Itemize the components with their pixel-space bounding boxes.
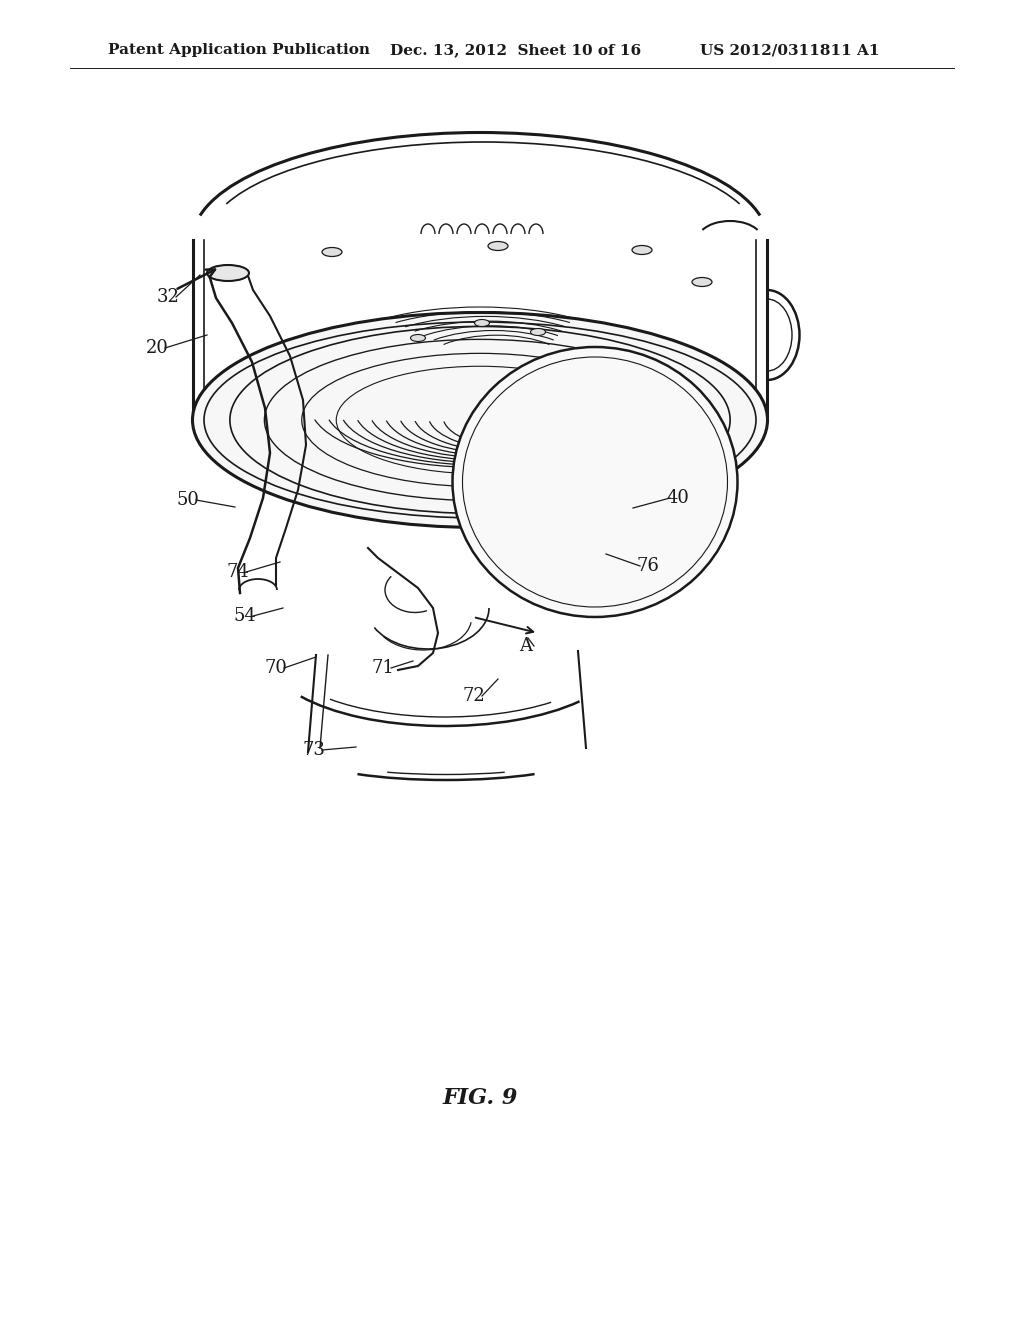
Ellipse shape (207, 265, 249, 281)
Text: 76: 76 (637, 557, 659, 576)
Text: 70: 70 (264, 659, 288, 677)
Ellipse shape (474, 319, 489, 326)
Text: 72: 72 (463, 686, 485, 705)
Ellipse shape (411, 334, 426, 342)
Text: 50: 50 (176, 491, 200, 510)
Text: 32: 32 (157, 288, 179, 306)
Text: 40: 40 (667, 488, 689, 507)
Text: FIG. 9: FIG. 9 (442, 1086, 518, 1109)
Ellipse shape (488, 242, 508, 251)
Text: 20: 20 (145, 339, 168, 356)
Ellipse shape (632, 246, 652, 255)
Text: 54: 54 (233, 607, 256, 624)
Text: 73: 73 (302, 741, 326, 759)
Ellipse shape (322, 248, 342, 256)
Ellipse shape (193, 313, 768, 528)
Text: A: A (519, 638, 532, 655)
Ellipse shape (453, 347, 737, 616)
Text: Dec. 13, 2012  Sheet 10 of 16: Dec. 13, 2012 Sheet 10 of 16 (390, 44, 641, 57)
Ellipse shape (530, 329, 546, 335)
Text: 71: 71 (372, 659, 394, 677)
Text: US 2012/0311811 A1: US 2012/0311811 A1 (700, 44, 880, 57)
Ellipse shape (692, 277, 712, 286)
Text: Patent Application Publication: Patent Application Publication (108, 44, 370, 57)
Text: 74: 74 (226, 564, 250, 581)
